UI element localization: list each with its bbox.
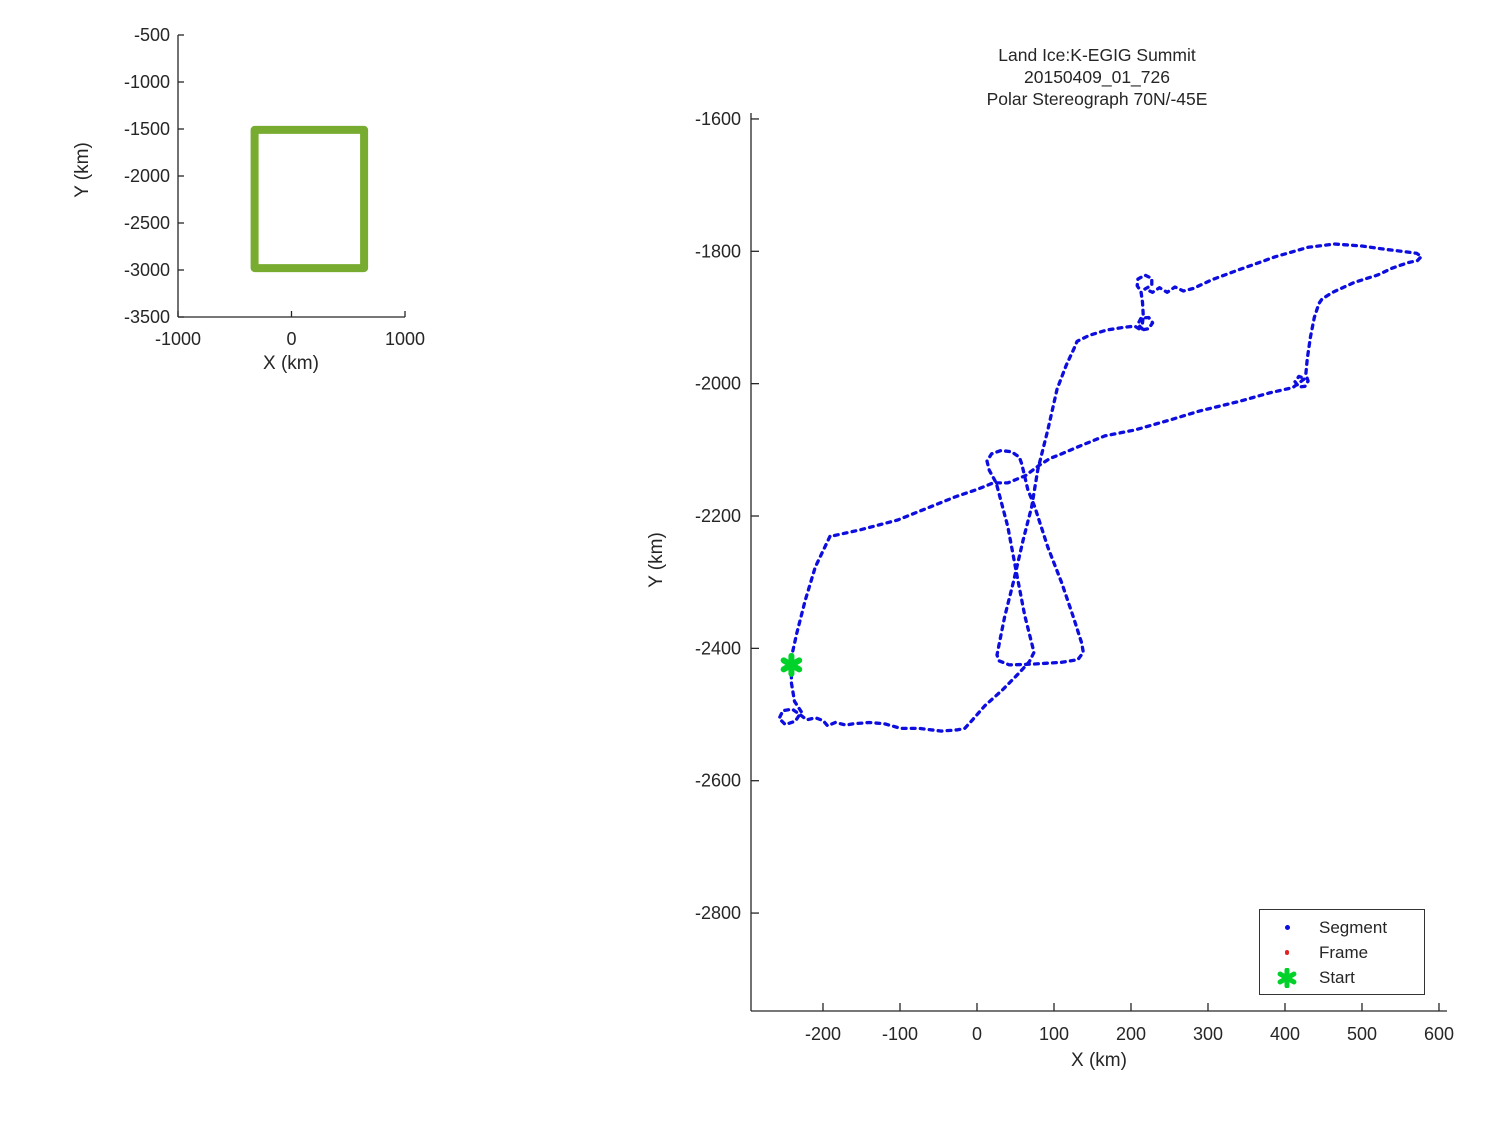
legend-label: Start xyxy=(1319,967,1355,987)
flight-track-x-tick-label: 600 xyxy=(1424,1024,1454,1044)
flight-track-x-tick-label: 400 xyxy=(1270,1024,1300,1044)
segment-marker-icon xyxy=(1273,925,1301,930)
flight-track-x-tick-label: 0 xyxy=(972,1024,982,1044)
flight-track-y-tick-label: -2000 xyxy=(695,374,741,394)
flight-track-y-tick-label: -1600 xyxy=(695,109,741,129)
chart-title-line2: 20150409_01_726 xyxy=(1024,67,1170,87)
coverage-box xyxy=(250,125,369,273)
legend-label: Frame xyxy=(1319,942,1369,962)
overview-x-tick-label: -1000 xyxy=(155,329,201,349)
flight-track-x-tick-label: -200 xyxy=(805,1024,841,1044)
legend-item-segment: Segment xyxy=(1260,915,1424,940)
overview-y-tick-label: -1000 xyxy=(124,72,170,92)
legend-item-frame: Frame xyxy=(1260,940,1424,965)
overview-y-tick-label: -2500 xyxy=(124,213,170,233)
overview-x-tick-label: 0 xyxy=(286,329,296,349)
flight-track-x-tick-label: 300 xyxy=(1193,1024,1223,1044)
flight-track-x-tick-label: 200 xyxy=(1116,1024,1146,1044)
start-marker-icon xyxy=(1273,967,1301,988)
chart-title: Land Ice:K-EGIG Summit 20150409_01_726 P… xyxy=(887,44,1307,110)
overview-y-tick-label: -3000 xyxy=(124,260,170,280)
flight-track-y-tick-label: -1800 xyxy=(695,241,741,261)
chart-title-line3: Polar Stereograph 70N/-45E xyxy=(986,89,1208,109)
flight-track-y-tick-label: -2600 xyxy=(695,771,741,791)
overview-y-tick-label: -1500 xyxy=(124,119,170,139)
main-x-axis-label: X (km) xyxy=(1071,1050,1127,1071)
flight-track-y-tick-label: -2200 xyxy=(695,506,741,526)
flight-track-y-tick-label: -2800 xyxy=(695,903,741,923)
asterisk-glyph xyxy=(1277,967,1297,988)
chart-title-line1: Land Ice:K-EGIG Summit xyxy=(998,45,1196,65)
flight-track-x-tick-label: 100 xyxy=(1039,1024,1069,1044)
main-y-axis-label: Y (km) xyxy=(646,532,667,588)
overview-y-tick-label: -3500 xyxy=(124,307,170,327)
flight-track-x-tick-label: -100 xyxy=(882,1024,918,1044)
flight-track-y-tick-label: -2400 xyxy=(695,638,741,658)
flight-track-x-tick-label: 500 xyxy=(1347,1024,1377,1044)
legend-item-start: Start xyxy=(1260,965,1424,990)
overview-x-tick-label: 1000 xyxy=(385,329,425,349)
overview-y-tick-label: -500 xyxy=(134,25,170,45)
overview-y-tick-label: -2000 xyxy=(124,166,170,186)
legend-label: Segment xyxy=(1319,917,1388,937)
overview-x-axis-label: X (km) xyxy=(263,353,319,374)
start-marker xyxy=(780,652,803,677)
flight-path xyxy=(777,242,1423,733)
legend: Segment Frame Start xyxy=(1259,909,1425,995)
overview-y-axis-label: Y (km) xyxy=(72,142,93,198)
frame-marker-icon xyxy=(1273,950,1301,955)
